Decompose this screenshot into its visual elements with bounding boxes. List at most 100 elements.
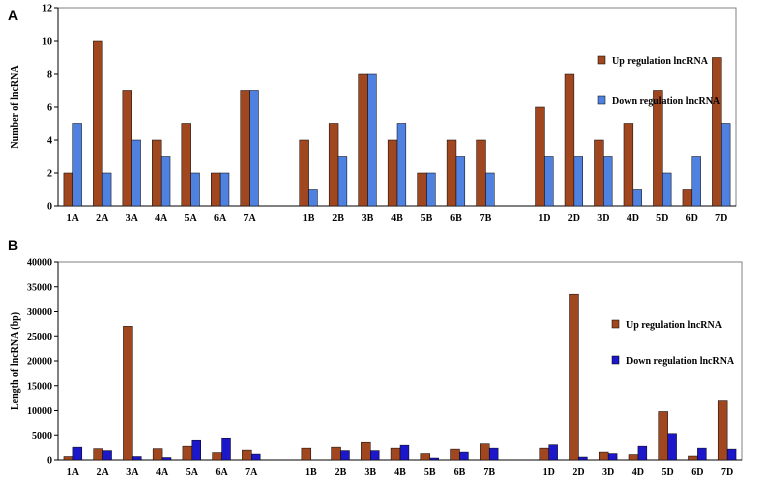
- bar-up-1B: [299, 139, 309, 207]
- bar-down-6B: [459, 451, 469, 461]
- y-tick-label: 20000: [27, 357, 52, 368]
- bar-down-5D: [662, 172, 672, 207]
- bar-down-3A: [132, 456, 142, 461]
- bar-up-2A: [93, 40, 103, 207]
- bar-up-1A: [63, 172, 73, 207]
- x-tick-label: 7D: [721, 467, 733, 478]
- x-tick-label: 5D: [656, 213, 668, 224]
- bar-down-4D: [632, 189, 642, 207]
- bar-up-6A: [212, 452, 222, 461]
- legend-label-down: Down regulation lncRNA: [626, 356, 735, 367]
- x-tick-label: 7B: [483, 467, 495, 478]
- bar-up-3B: [361, 441, 371, 461]
- x-tick-label: 4A: [155, 213, 168, 224]
- bar-down-6D: [697, 447, 707, 461]
- y-tick-label: 2: [47, 169, 52, 180]
- legend-swatch-up: [597, 55, 606, 65]
- legend-swatch-down: [611, 355, 620, 365]
- y-tick-label: 12: [42, 4, 52, 15]
- bar-up-3B: [358, 73, 368, 207]
- x-tick-label: 6A: [214, 213, 227, 224]
- y-tick-label: 35000: [27, 282, 52, 293]
- bar-down-1D: [544, 156, 554, 207]
- bar-up-7B: [480, 443, 490, 461]
- y-tick-label: 30000: [27, 307, 52, 318]
- bar-down-1A: [72, 446, 83, 461]
- bar-down-5B: [426, 172, 436, 207]
- x-tick-label: 1D: [538, 213, 550, 224]
- bar-down-5B: [429, 457, 439, 461]
- bar-down-7A: [249, 90, 259, 207]
- bar-down-2A: [101, 172, 112, 207]
- x-tick-label: 2A: [96, 467, 109, 478]
- bar-up-6A: [211, 172, 221, 207]
- bar-up-5A: [182, 445, 193, 461]
- bar-down-7B: [485, 172, 495, 207]
- bar-down-6B: [455, 156, 466, 207]
- y-tick-label: 6: [47, 103, 52, 114]
- x-tick-label: 3A: [126, 213, 139, 224]
- bar-up-1A: [63, 456, 74, 461]
- bar-up-6D: [682, 189, 693, 207]
- panel-b-chart: B 0 5000 10000 15000 20000 25000 30000 35000 4000…: [8, 237, 743, 478]
- bar-up-2D: [569, 293, 579, 461]
- bar-up-5D: [653, 90, 663, 207]
- bar-down-6D: [691, 156, 701, 207]
- legend-label-up: Up regulation lncRNA: [612, 56, 709, 67]
- legend-swatch-up: [611, 319, 620, 329]
- panel-label-b: B: [8, 237, 18, 253]
- y-tick-label: 10: [42, 37, 52, 48]
- bar-up-1D: [539, 447, 549, 461]
- x-tick-label: 6B: [450, 213, 462, 224]
- x-tick-label: 6D: [691, 467, 703, 478]
- bar-up-5A: [181, 123, 191, 207]
- bar-up-4A: [152, 448, 163, 461]
- x-tick-label: 6B: [454, 467, 466, 478]
- panel-a-chart: A 0 2 4 6 8 10 12 Number of lncRNA 1A 2A 3A 4A 5A 6A 7A…: [8, 4, 737, 224]
- x-tick-label: 7B: [480, 213, 492, 224]
- bar-down-7D: [721, 123, 731, 207]
- bar-up-2A: [93, 448, 103, 461]
- y-tick-label: 0: [47, 456, 52, 467]
- x-tick-label: 1B: [305, 467, 317, 478]
- bar-down-5D: [667, 433, 677, 461]
- bar-down-7A: [251, 453, 261, 461]
- bar-up-4B: [387, 139, 398, 207]
- y-tick-label: 5000: [32, 431, 52, 442]
- x-tick-label: 5D: [662, 467, 674, 478]
- bar-down-6A: [219, 172, 230, 207]
- bar-down-2A: [102, 450, 112, 461]
- bar-down-3A: [131, 139, 141, 207]
- bar-down-1A: [72, 123, 82, 207]
- x-tick-label: 3D: [597, 213, 609, 224]
- bar-up-7B: [476, 139, 486, 207]
- x-tick-label: 5A: [186, 467, 199, 478]
- x-tick-label: 2A: [96, 213, 109, 224]
- x-tick-label: 4A: [156, 467, 169, 478]
- x-tick-label: 4B: [394, 467, 406, 478]
- bar-up-5B: [417, 172, 427, 207]
- x-tick-label: 5B: [424, 467, 436, 478]
- y-tick-label: 25000: [27, 332, 52, 343]
- legend-label-up: Up regulation lncRNA: [626, 320, 723, 331]
- x-tick-label: 6D: [686, 213, 698, 224]
- y-tick-label: 10000: [27, 406, 52, 417]
- x-tick-label: 4B: [391, 213, 403, 224]
- bar-down-7D: [726, 448, 737, 461]
- bar-up-7D: [717, 400, 728, 461]
- bar-down-4A: [161, 457, 172, 461]
- bar-up-6D: [688, 455, 698, 461]
- bar-up-3A: [123, 326, 133, 461]
- bar-down-4D: [637, 445, 648, 461]
- bar-down-2D: [573, 156, 583, 207]
- x-tick-label: 7A: [243, 213, 256, 224]
- bar-down-5A: [191, 439, 201, 461]
- bar-down-2D: [578, 456, 588, 461]
- bar-down-5A: [190, 172, 200, 207]
- x-tick-label: 2B: [332, 213, 344, 224]
- bar-down-1B: [308, 189, 318, 207]
- bar-up-3D: [599, 451, 609, 461]
- panel-label-a: A: [8, 7, 18, 23]
- y-tick-label: 8: [47, 70, 52, 81]
